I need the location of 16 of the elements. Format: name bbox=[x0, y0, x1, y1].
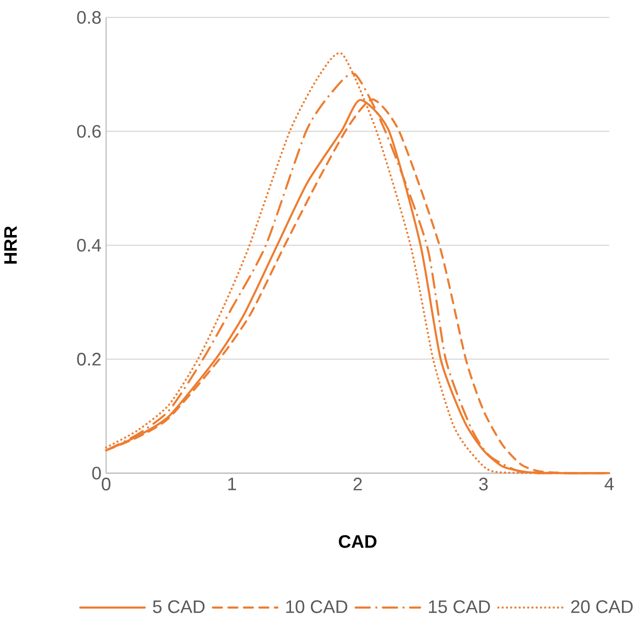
y-tick-label: 0.4 bbox=[77, 238, 102, 252]
x-axis-title: CAD bbox=[338, 535, 376, 548]
legend-label: 20 CAD bbox=[571, 600, 633, 614]
legend-label: 5 CAD bbox=[152, 600, 205, 614]
legend-label: 15 CAD bbox=[428, 600, 490, 614]
y-tick-label: 0 bbox=[92, 466, 101, 480]
x-tick-label: 2 bbox=[354, 478, 362, 490]
y-tick-label: 0.8 bbox=[77, 11, 101, 24]
y-tick-label: 0.2 bbox=[77, 352, 101, 366]
x-tick-label: 0 bbox=[102, 478, 110, 490]
x-tick-label: 3 bbox=[479, 478, 488, 490]
x-tick-label: 1 bbox=[228, 478, 236, 490]
y-axis-title: HRR bbox=[4, 226, 17, 264]
legend-label: 10 CAD bbox=[286, 600, 348, 614]
x-tick-label: 4 bbox=[604, 478, 614, 490]
y-tick-label: 0.6 bbox=[77, 124, 101, 138]
